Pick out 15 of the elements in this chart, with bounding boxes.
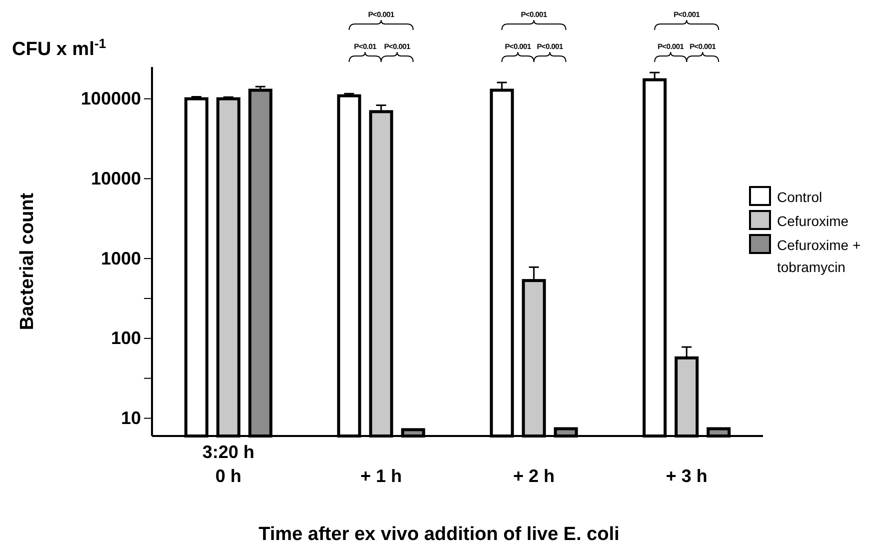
text: CFU x ml$^{-1}$ [12, 36, 107, 60]
x-tick-label: 3:20 h 0 h [202, 442, 254, 486]
legend-label: Cefuroxime + tobramycin [777, 237, 861, 275]
x-axis-title: Time after ex vivo addition of live E. coli [258, 524, 620, 545]
y-tick-label: 100000 [80, 88, 141, 109]
x-tick-label: + 2 h [513, 466, 555, 486]
legend-label: Cefuroxime [777, 213, 849, 229]
y-tick-label: 1000 [100, 248, 141, 268]
legend-label: Control [777, 189, 822, 205]
x-tick-label: + 3 h [666, 466, 708, 486]
y-axis-title: Bacterial count [17, 192, 38, 330]
x-tick-label: + 1 h [360, 466, 402, 486]
y-tick-label: 10 [120, 408, 141, 428]
y-tick-label: 100 [110, 328, 141, 348]
y-tick-label: 10000 [90, 168, 141, 188]
